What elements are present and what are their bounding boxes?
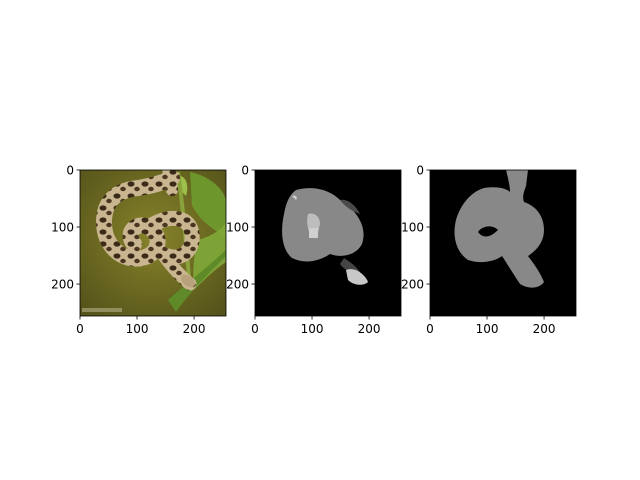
y-tick-label: 0: [416, 164, 424, 178]
y-tick-label: 200: [51, 278, 74, 292]
x-tick-label: 100: [476, 322, 499, 336]
y-tick-label: 0: [66, 164, 74, 178]
x-tick-label: 0: [251, 322, 259, 336]
axes-frame: [429, 169, 577, 317]
x-tick-label: 0: [426, 322, 434, 336]
y-tick-label: 100: [226, 221, 249, 235]
x-tick-label: 0: [76, 322, 84, 336]
snake-photo: [80, 170, 226, 316]
x-tick-label: 200: [183, 322, 206, 336]
axes-frame: [254, 169, 402, 317]
y-tick-label: 100: [51, 221, 74, 235]
axes-1: 0 100 200 0 100 200: [51, 164, 227, 336]
x-tick-label: 200: [533, 322, 556, 336]
axes-3: 0 100 200 0 100 200: [401, 164, 577, 336]
y-tick-label: 100: [401, 221, 424, 235]
x-tick-label: 100: [126, 322, 149, 336]
image-panel-segmentation: [255, 170, 401, 316]
x-tick-label: 100: [301, 322, 324, 336]
x-tick-label: 200: [358, 322, 381, 336]
axes-2: 0 100 200 0 100 200: [226, 164, 402, 336]
y-tick-label: 200: [401, 278, 424, 292]
snake-mask: [454, 170, 544, 288]
y-tick-label: 200: [226, 278, 249, 292]
image-panel-binary-mask: [430, 170, 576, 316]
segmentation-mask: [282, 188, 368, 285]
y-tick-label: 0: [241, 164, 249, 178]
image-panel-photo: [80, 170, 226, 316]
axes-frame: [79, 169, 227, 317]
